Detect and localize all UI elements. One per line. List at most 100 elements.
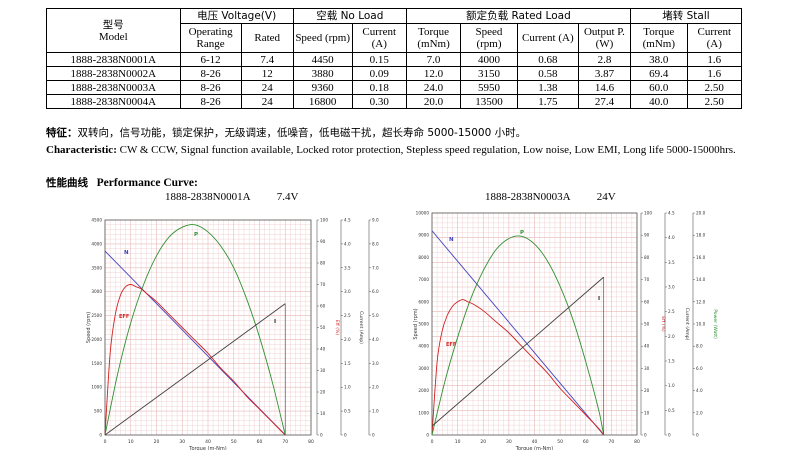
x-tick-label: 70 <box>609 439 615 445</box>
stall-current-cell: 1.6 <box>686 52 743 67</box>
speed-tick-label: 8000 <box>418 255 429 260</box>
current-tick-label: 2.0 <box>668 334 675 339</box>
eff-tick-label: 30 <box>644 366 650 371</box>
output-power-cell: 14.6 <box>577 80 632 95</box>
speed-tick-label: 3000 <box>91 289 102 294</box>
current-tick-label: 4.0 <box>344 241 351 246</box>
speed-axis-label: Speed (rpm) <box>413 308 419 339</box>
current-tick-label: 0.5 <box>344 409 351 414</box>
model-header-en: Model <box>98 30 128 43</box>
output-power-cell: 3.87 <box>577 66 632 81</box>
power-curve-label: P <box>520 230 524 236</box>
x-tick-label: 10 <box>455 439 461 445</box>
stall-current-cell: 1.6 <box>686 66 743 81</box>
power-tick-label: 1.0 <box>372 409 379 414</box>
range-cell: 8-26 <box>179 94 242 109</box>
speed-tick-label: 0 <box>99 433 102 438</box>
rated-torque-cell: 12.0 <box>405 66 462 81</box>
model-cell: 1888-2838N0001A <box>46 52 181 67</box>
stall-torque-cell: 38.0 <box>630 52 688 67</box>
current-axis-label: Current (Amp) <box>684 308 690 341</box>
table-row: 1888-2838N0002A 8-26 12 3880 0.09 12.0 3… <box>46 66 743 81</box>
speed-curve-label: N <box>124 250 129 256</box>
performance-label-en: Performance Curve: <box>96 177 198 189</box>
rated-load-header: 额定负载 Rated Load <box>405 8 632 24</box>
chart1-model: 1888-2838N0001A <box>165 191 250 203</box>
current-tick-label: 1.0 <box>344 385 351 390</box>
eff-tick-label: 20 <box>644 388 650 393</box>
rated-voltage-header: Rated <box>240 23 294 53</box>
power-curve <box>431 235 605 436</box>
model-header: 型号 Model <box>46 8 181 53</box>
output-power-cell: 2.8 <box>577 52 632 67</box>
current-tick-label: 4.5 <box>668 211 675 216</box>
noload-speed-cell: 9360 <box>292 80 353 95</box>
efficiency-curve <box>104 284 286 436</box>
eff-tick-label: 90 <box>320 239 326 244</box>
speed-curve-label: N <box>449 237 454 243</box>
eff-tick-label: 70 <box>320 282 326 287</box>
current-tick-label: 1.5 <box>344 361 351 366</box>
noload-speed-header: Speed (rpm) <box>292 23 353 53</box>
output-power-header: Output P. (W) <box>577 23 632 53</box>
speed-tick-label: 2000 <box>91 337 102 342</box>
plot-frame <box>104 219 312 436</box>
x-tick-label: 20 <box>480 439 486 445</box>
model-cell: 1888-2838N0002A <box>46 66 181 81</box>
speed-tick-label: 10000 <box>416 211 430 216</box>
power-tick-label: 7.0 <box>372 265 379 270</box>
current-tick-label: 3.5 <box>668 260 675 265</box>
rated-voltage-cell: 24 <box>240 94 294 109</box>
x-tick-label: 30 <box>506 439 512 445</box>
speed-tick-label: 3000 <box>418 366 429 371</box>
power-tick-label: 14.0 <box>696 277 706 282</box>
speed-tick-label: 4500 <box>91 218 102 223</box>
current-curve <box>104 303 286 436</box>
speed-tick-label: 5000 <box>418 322 429 327</box>
current-tick-label: 2.5 <box>668 309 675 314</box>
x-tick-label: 80 <box>308 439 314 445</box>
model-header-cn: 型号 <box>102 18 124 31</box>
power-tick-label: 0 <box>372 433 375 438</box>
speed-tick-label: 6000 <box>418 299 429 304</box>
x-tick-label: 50 <box>231 439 237 445</box>
eff-tick-label: 30 <box>320 368 326 373</box>
noload-current-cell: 0.30 <box>351 94 407 109</box>
eff-tick-label: 0 <box>644 433 647 438</box>
rated-torque-cell: 24.0 <box>405 80 462 95</box>
eff-tick-label: 20 <box>320 390 326 395</box>
characteristic-text: CW & CCW, Signal function available, Loc… <box>116 144 736 156</box>
x-tick-label: 40 <box>532 439 538 445</box>
x-tick-label: 50 <box>557 439 563 445</box>
range-cell: 8-26 <box>179 80 242 95</box>
power-tick-label: 12.0 <box>696 299 706 304</box>
eff-axis-label: Eff (%) <box>334 320 340 336</box>
rated-current-cell: 0.68 <box>516 52 579 67</box>
current-curve-label: I <box>274 319 276 325</box>
speed-tick-label: 9000 <box>418 233 429 238</box>
speed-curve <box>104 250 286 436</box>
chart2-model: 1888-2838N0003A <box>485 191 570 203</box>
speed-tick-label: 2000 <box>418 388 429 393</box>
efficiency-curve-label: EFF <box>446 342 456 348</box>
x-axis-label: Torque (m-Nm) <box>188 446 226 450</box>
power-tick-label: 3.0 <box>372 361 379 366</box>
noload-current-cell: 0.09 <box>351 66 407 81</box>
x-tick-label: 80 <box>634 439 640 445</box>
power-tick-label: 0 <box>696 433 699 438</box>
current-tick-label: 0 <box>668 433 671 438</box>
range-cell: 6-12 <box>179 52 242 67</box>
x-axis-label: Torque (m-Nm) <box>515 446 553 450</box>
power-tick-label: 4.0 <box>696 388 703 393</box>
eff-tick-label: 60 <box>644 299 650 304</box>
eff-tick-label: 40 <box>320 347 326 352</box>
voltage-header: 电压 Voltage(V) <box>179 8 294 24</box>
eff-tick-label: 100 <box>644 211 652 216</box>
current-tick-label: 0 <box>344 433 347 438</box>
model-cell: 1888-2838N0003A <box>46 80 181 95</box>
rated-current-header: Current (A) <box>516 23 579 53</box>
current-axis-label: Current (Amp) <box>358 311 364 344</box>
efficiency-curve-label: EFF <box>119 314 129 320</box>
rated-speed-cell: 13500 <box>460 94 518 109</box>
stall-header: 堵转 Stall <box>630 8 742 24</box>
